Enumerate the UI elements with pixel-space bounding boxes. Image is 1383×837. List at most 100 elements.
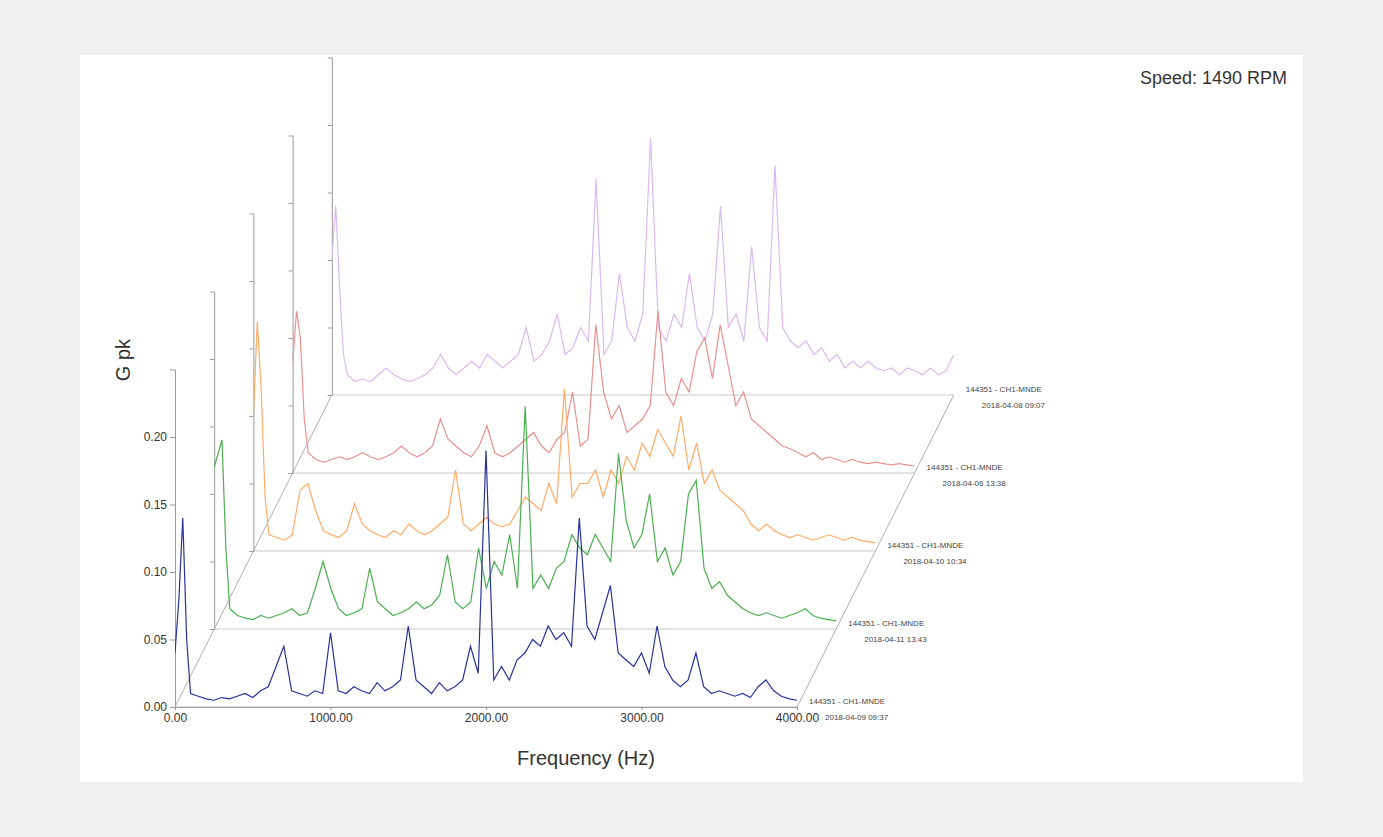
tick xyxy=(210,562,214,563)
tick-label: 0.05 xyxy=(144,633,168,647)
series-label: 144351 - CH1-MNDE xyxy=(927,463,1003,472)
tick-mark xyxy=(249,551,253,552)
y-axis xyxy=(328,58,333,396)
tick xyxy=(249,551,253,552)
tick xyxy=(249,416,253,417)
tick-mark xyxy=(249,416,253,417)
y-axis xyxy=(210,292,215,630)
series-layer: 0.00 0.05 0.10 0.15 0.20 144351 - CH1-MNDE 201… xyxy=(144,370,889,722)
spectrum-line xyxy=(175,451,797,701)
tick xyxy=(289,271,293,272)
tick-mark xyxy=(210,494,214,495)
tick: 4000.00 xyxy=(776,707,820,725)
tick-mark xyxy=(210,562,214,563)
tick-mark xyxy=(289,271,293,272)
tick-mark xyxy=(249,281,253,282)
tick xyxy=(210,427,214,428)
tick xyxy=(249,281,253,282)
series-label: 144351 - CH1-MNDE xyxy=(809,697,885,706)
tick-mark xyxy=(328,328,332,329)
tick-label: 4000.00 xyxy=(776,711,820,725)
chart: 144351 - CH1-MNDE2018-04-08 09:07144351 … xyxy=(0,0,1383,837)
series-label: 144351 - CH1-MNDE xyxy=(848,619,924,628)
series-layer: 144351 - CH1-MNDE 2018-04-10 10:34 xyxy=(249,214,967,566)
tick-label: 0.20 xyxy=(144,430,168,444)
tick xyxy=(210,359,214,360)
baseline xyxy=(293,473,915,474)
tick-label: 0.00 xyxy=(164,711,188,725)
tick-mark xyxy=(210,359,214,360)
tick xyxy=(328,395,332,396)
axis-line xyxy=(170,370,176,708)
tick: 0.00 xyxy=(164,707,188,725)
tick-mark xyxy=(328,193,332,194)
title: Speed: 1490 RPM xyxy=(1140,68,1287,88)
tick xyxy=(289,203,293,204)
tick-mark xyxy=(170,707,175,708)
tick-mark xyxy=(210,427,214,428)
baseline xyxy=(214,629,836,630)
tick: 1000.00 xyxy=(309,707,353,725)
tick: 0.20 xyxy=(144,430,175,444)
tick xyxy=(328,328,332,329)
tick-mark xyxy=(170,505,175,506)
tick xyxy=(210,629,214,630)
series-layer: 144351 - CH1-MNDE 2018-04-08 09:07 xyxy=(328,58,1046,410)
tick-mark xyxy=(170,572,175,573)
y-axis: 0.000.050.100.150.20 xyxy=(144,370,176,714)
series-date: 2018-04-06 13:38 xyxy=(943,479,1007,488)
tick-label: 3000.00 xyxy=(620,711,664,725)
tick-mark xyxy=(210,629,214,630)
tick-label: 0.15 xyxy=(144,498,168,512)
series-layer: 144351 - CH1-MNDE 2018-04-06 13:38 xyxy=(289,136,1007,488)
tick xyxy=(210,494,214,495)
tick xyxy=(328,193,332,194)
tick-mark xyxy=(328,395,332,396)
tick-mark xyxy=(170,437,175,438)
tick xyxy=(289,473,293,474)
x-axis: 0.00 1000.00 2000.00 3000.00 4000.00 xyxy=(164,707,820,725)
tick-label: 1000.00 xyxy=(309,711,353,725)
tick-label: 2000.00 xyxy=(465,711,509,725)
series-layer: 144351 - CH1-MNDE2018-04-11 13:43 xyxy=(210,292,927,644)
tick: 2000.00 xyxy=(465,707,509,725)
tick: 0.10 xyxy=(144,565,175,579)
plot-area xyxy=(175,451,797,701)
plot-area xyxy=(293,311,915,466)
tick-mark xyxy=(170,640,175,641)
tick-mark xyxy=(289,203,293,204)
axis-line xyxy=(289,136,294,474)
plot-area xyxy=(253,322,875,543)
x-axis-title: Frequency (Hz) xyxy=(517,747,655,769)
series-date: 2018-04-09 09:37 xyxy=(825,713,889,722)
spectrum-line xyxy=(293,311,915,466)
spectrum-line xyxy=(332,139,954,382)
tick-label: 0.10 xyxy=(144,565,168,579)
tick-mark xyxy=(249,349,253,350)
series-date: 2018-04-08 09:07 xyxy=(982,401,1046,410)
plot-area xyxy=(214,406,836,621)
series-label: 144351 - CH1-MNDE xyxy=(887,541,963,550)
axis-line xyxy=(249,214,254,552)
spectrum-line xyxy=(253,322,875,543)
baseline xyxy=(253,551,875,552)
tick xyxy=(328,125,332,126)
spectrum-line xyxy=(214,406,836,621)
panel xyxy=(80,55,1303,782)
y-axis xyxy=(249,214,254,552)
tick-mark xyxy=(289,473,293,474)
tick xyxy=(249,484,253,485)
y-axis-title: G pk xyxy=(112,338,134,381)
tick xyxy=(328,260,332,261)
axis-line xyxy=(328,58,333,396)
series-label: 144351 - CH1-MNDE xyxy=(966,385,1042,394)
tick-mark xyxy=(328,260,332,261)
series-date: 2018-04-10 10:34 xyxy=(903,557,967,566)
tick-mark xyxy=(328,125,332,126)
tick: 0.05 xyxy=(144,633,175,647)
tick-mark xyxy=(289,338,293,339)
tick: 3000.00 xyxy=(620,707,664,725)
tick xyxy=(249,349,253,350)
tick-mark xyxy=(249,484,253,485)
baseline xyxy=(332,395,954,396)
